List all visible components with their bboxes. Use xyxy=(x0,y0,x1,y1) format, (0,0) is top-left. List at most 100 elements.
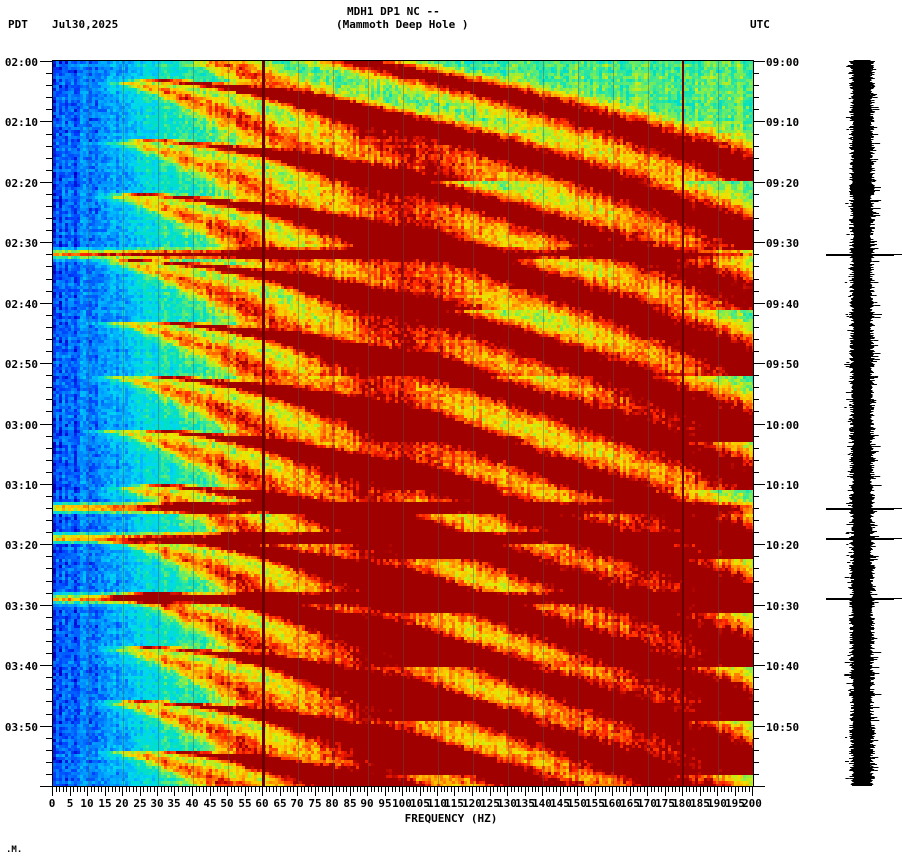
freq-tick-minor xyxy=(654,787,655,792)
freq-tick-minor xyxy=(679,787,680,792)
freq-tick-minor xyxy=(532,787,533,792)
time-tick-minor xyxy=(46,218,52,219)
freq-tick-minor xyxy=(584,787,585,792)
freq-tick-major xyxy=(525,787,526,796)
time-tick-minor xyxy=(46,593,52,594)
freq-tick-minor xyxy=(413,787,414,792)
freq-tick-minor xyxy=(84,787,85,792)
freq-tick-major xyxy=(454,787,455,796)
freq-tick-label: 25 xyxy=(133,797,147,810)
freq-tick-major xyxy=(297,787,298,796)
time-tick-minor xyxy=(753,641,759,642)
freq-tick-label: 30 xyxy=(150,797,164,810)
time-tick-major xyxy=(753,726,765,727)
freq-tick-minor xyxy=(511,787,512,792)
time-tick-minor xyxy=(46,170,52,171)
freq-tick-major xyxy=(420,787,421,796)
freq-tick-minor xyxy=(378,787,379,792)
time-label-utc: 09:10 xyxy=(766,116,800,129)
freq-tick-major xyxy=(665,787,666,796)
time-tick-minor xyxy=(753,134,759,135)
time-tick-minor xyxy=(46,146,52,147)
freq-tick-minor xyxy=(59,787,60,792)
time-tick-major xyxy=(40,121,52,122)
time-label-utc: 09:40 xyxy=(766,298,800,311)
spectrogram-plot[interactable] xyxy=(52,60,754,787)
time-tick-minor xyxy=(753,617,759,618)
freq-tick-major xyxy=(140,787,141,796)
time-tick-minor xyxy=(753,774,759,775)
freq-tick-minor xyxy=(693,787,694,792)
time-tick-minor xyxy=(46,532,52,533)
freq-tick-minor xyxy=(220,787,221,792)
freq-tick-minor xyxy=(728,787,729,792)
freq-tick-major xyxy=(700,787,701,796)
freq-tick-minor xyxy=(672,787,673,792)
freq-tick-label: 45 xyxy=(203,797,217,810)
time-tick-minor xyxy=(46,460,52,461)
freq-tick-major xyxy=(577,787,578,796)
time-tick-minor xyxy=(753,109,759,110)
freq-tick-minor xyxy=(293,787,294,792)
time-tick-minor xyxy=(753,593,759,594)
time-tick-minor xyxy=(753,472,759,473)
freq-tick-minor xyxy=(434,787,435,792)
time-tick-minor xyxy=(46,134,52,135)
time-tick-minor xyxy=(46,448,52,449)
freq-tick-minor xyxy=(388,787,389,792)
time-label-pdt: 03:50 xyxy=(4,721,38,734)
freq-tick-minor xyxy=(206,787,207,792)
freq-tick-minor xyxy=(283,787,284,792)
time-label-utc: 10:20 xyxy=(766,539,800,552)
freq-tick-label: 55 xyxy=(238,797,252,810)
time-tick-minor xyxy=(46,206,52,207)
freq-tick-label: 110 xyxy=(427,797,447,810)
freq-tick-minor xyxy=(591,787,592,792)
time-tick-major xyxy=(40,786,52,787)
time-tick-minor xyxy=(46,109,52,110)
freq-tick-label: 65 xyxy=(273,797,287,810)
freq-tick-minor xyxy=(353,787,354,792)
time-tick-minor xyxy=(753,556,759,557)
time-tick-minor xyxy=(46,266,52,267)
freq-tick-minor xyxy=(465,787,466,792)
time-label-utc: 10:10 xyxy=(766,479,800,492)
time-label-pdt: 02:30 xyxy=(4,237,38,250)
freq-tick-minor xyxy=(458,787,459,792)
time-label-pdt: 03:10 xyxy=(4,479,38,492)
freq-tick-label: 130 xyxy=(497,797,517,810)
freq-tick-minor xyxy=(308,787,309,792)
time-tick-minor xyxy=(46,617,52,618)
time-tick-minor xyxy=(46,677,52,678)
time-label-utc: 09:20 xyxy=(766,177,800,190)
freq-tick-major xyxy=(280,787,281,796)
time-tick-minor xyxy=(46,158,52,159)
spectrogram-canvas xyxy=(53,61,753,786)
freq-tick-major xyxy=(472,787,473,796)
freq-tick-major xyxy=(367,787,368,796)
freq-tick-major xyxy=(105,787,106,796)
timezone-right-label: UTC xyxy=(750,18,770,31)
time-label-utc: 09:30 xyxy=(766,237,800,250)
freq-tick-minor xyxy=(563,787,564,792)
freq-tick-minor xyxy=(574,787,575,792)
freq-tick-label: 35 xyxy=(167,797,181,810)
freq-tick-major xyxy=(157,787,158,796)
freq-tick-label: 20 xyxy=(115,797,129,810)
freq-tick-label: 15 xyxy=(98,797,112,810)
freq-tick-label: 160 xyxy=(602,797,622,810)
freq-tick-major xyxy=(717,787,718,796)
freq-tick-label: 180 xyxy=(672,797,692,810)
freq-tick-minor xyxy=(619,787,620,792)
freq-tick-minor xyxy=(164,787,165,792)
time-tick-major xyxy=(753,424,765,425)
time-tick-minor xyxy=(46,291,52,292)
time-tick-minor xyxy=(753,146,759,147)
time-tick-minor xyxy=(753,629,759,630)
freq-tick-minor xyxy=(392,787,393,792)
time-tick-major xyxy=(753,182,765,183)
corner-mark: .M. xyxy=(6,845,23,855)
time-tick-minor xyxy=(46,653,52,654)
time-tick-minor xyxy=(46,496,52,497)
freq-tick-major xyxy=(595,787,596,796)
